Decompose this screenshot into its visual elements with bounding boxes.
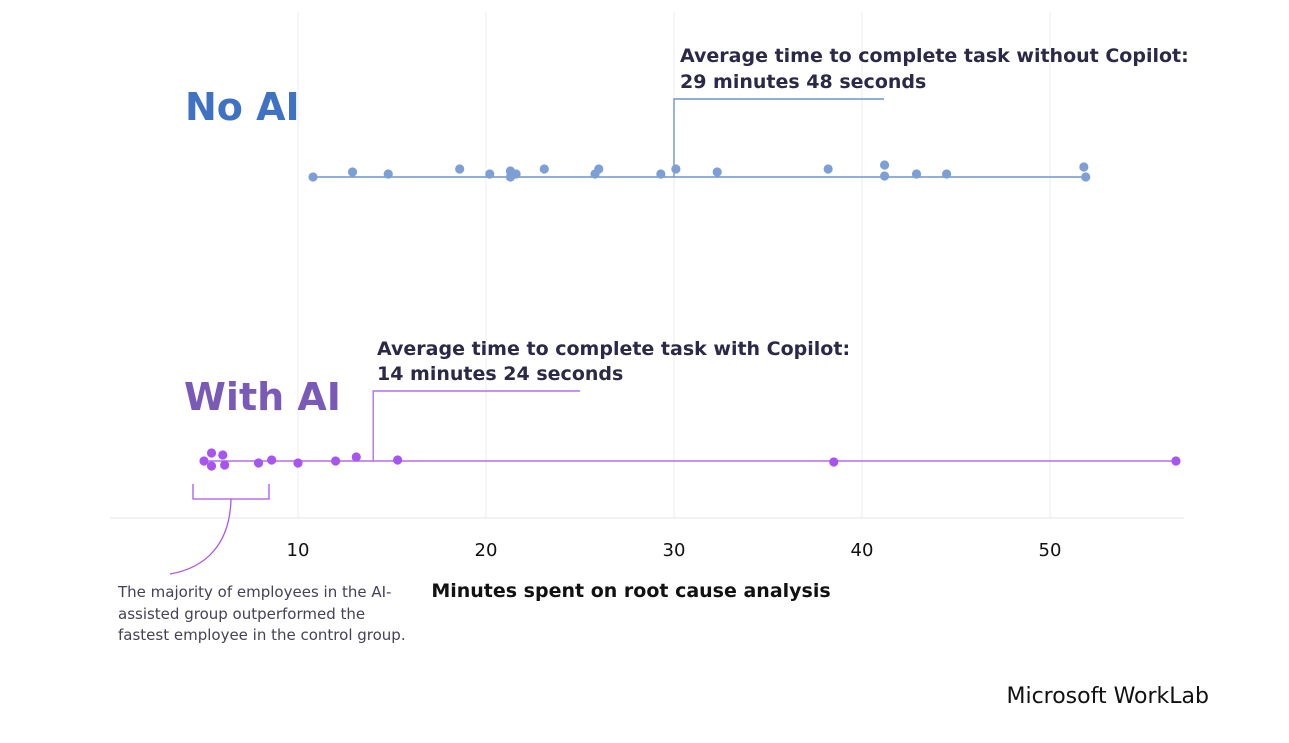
no-ai-data-point <box>656 169 666 179</box>
no-ai-group-label: No AI <box>185 85 300 129</box>
x-tick-label: 40 <box>851 540 874 561</box>
note-connector-line <box>169 498 232 575</box>
with-ai-data-point <box>206 461 217 471</box>
no-ai-data-point <box>1081 172 1091 182</box>
x-axis-title: Minutes spent on root cause analysis <box>431 580 830 602</box>
no-ai-data-point <box>308 172 318 182</box>
with-ai-data-point <box>267 455 277 465</box>
no-ai-data-point <box>539 164 549 174</box>
with-ai-data-point <box>393 455 403 465</box>
no-ai-data-point <box>511 169 521 179</box>
no-ai-data-point <box>911 169 922 179</box>
no-ai-data-point <box>823 164 833 174</box>
no-ai-data-point <box>942 169 952 179</box>
x-tick-label: 50 <box>1039 540 1062 561</box>
with-ai-group-label: With AI <box>184 375 341 419</box>
with-ai-data-point <box>218 450 228 460</box>
no-ai-data-point <box>712 167 722 177</box>
no-ai-data-point <box>879 160 890 170</box>
no-ai-average-value: 29 minutes 48 seconds <box>680 71 926 93</box>
no-ai-data-point <box>879 171 890 181</box>
with-ai-data-point <box>199 456 209 466</box>
with-ai-data-point <box>331 456 341 466</box>
fastest-group-note: The majority of employees in the AI-assi… <box>118 583 406 644</box>
no-ai-data-point <box>671 164 681 174</box>
no-ai-average-marker <box>673 98 884 177</box>
no-ai-data-point <box>594 164 604 174</box>
with-ai-average-marker <box>372 390 580 461</box>
x-tick-label: 20 <box>475 540 498 561</box>
with-ai-data-point <box>1171 456 1181 466</box>
fastest-group-bracket <box>192 484 270 500</box>
with-ai-average-value: 14 minutes 24 seconds <box>377 363 623 385</box>
no-ai-data-point <box>383 169 393 179</box>
no-ai-data-point <box>1079 162 1089 172</box>
x-tick-label: 30 <box>663 540 686 561</box>
with-ai-data-point <box>206 448 217 458</box>
with-ai-data-point <box>293 458 303 468</box>
with-ai-data-point <box>829 457 839 467</box>
with-ai-data-point <box>351 452 361 462</box>
brand-logo-text: Microsoft WorkLab <box>1006 684 1209 709</box>
with-ai-average-label: Average time to complete task with Copil… <box>377 338 850 360</box>
no-ai-data-point <box>347 167 358 177</box>
no-ai-average-label: Average time to complete task without Co… <box>680 45 1189 67</box>
with-ai-data-point <box>253 458 264 468</box>
no-ai-data-point <box>455 164 465 174</box>
with-ai-data-point <box>220 460 230 470</box>
x-tick-label: 10 <box>287 540 310 561</box>
no-ai-data-point <box>485 169 495 179</box>
